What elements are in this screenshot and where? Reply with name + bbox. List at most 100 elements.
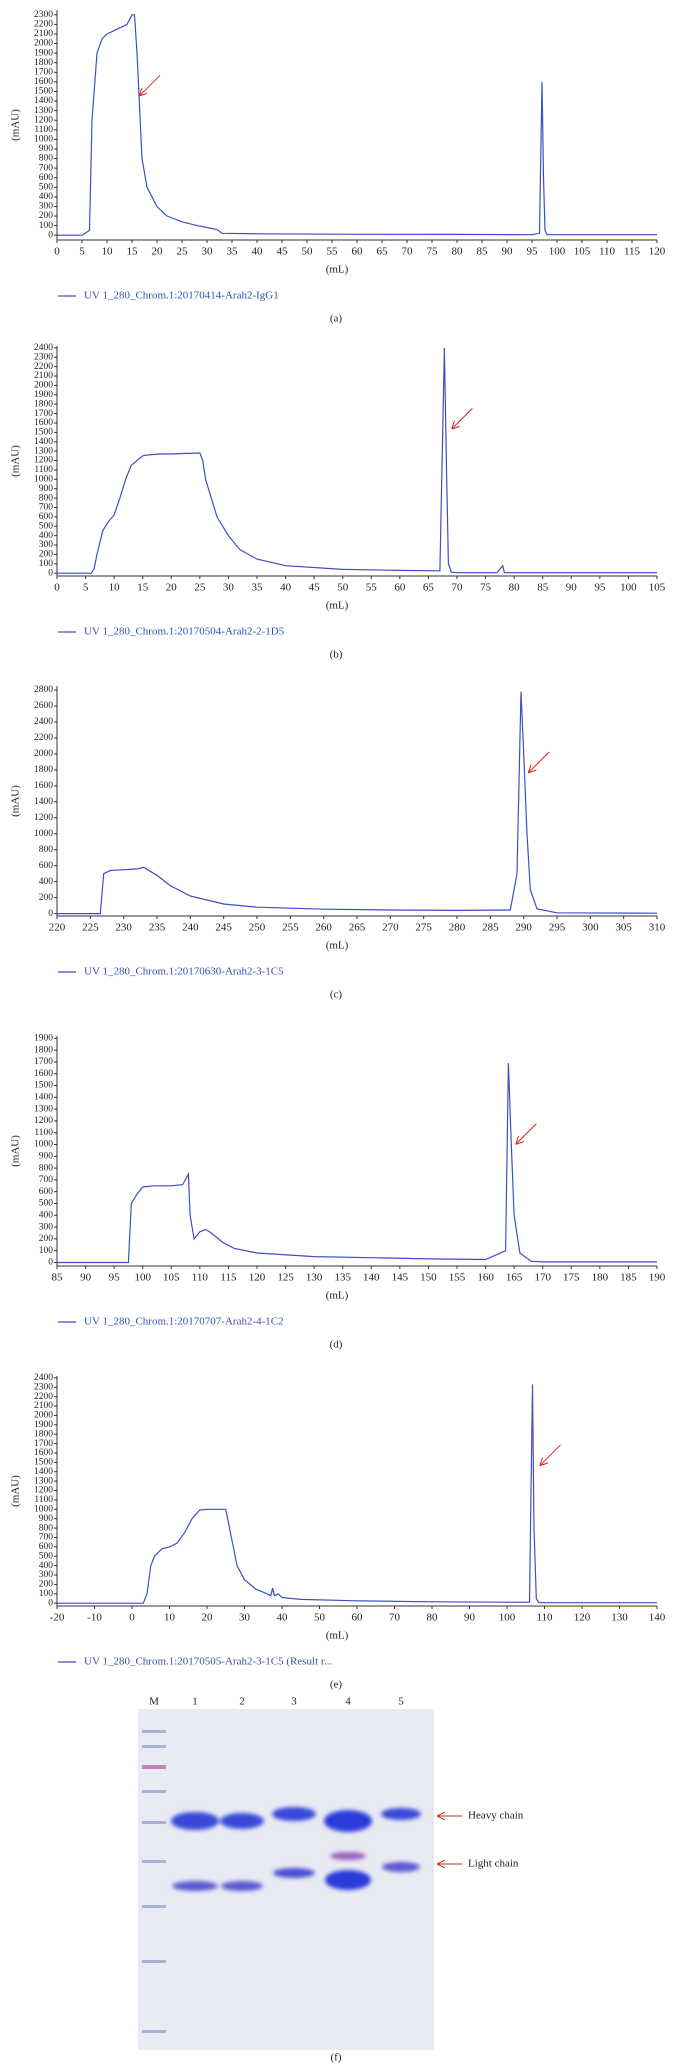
- x-tick-label: 140: [363, 1272, 380, 1284]
- x-tick-label: 140: [649, 1612, 666, 1624]
- y-tick-label: 1600: [34, 781, 53, 791]
- y-tick-label: 0: [48, 1258, 53, 1268]
- caption: (e): [330, 1679, 343, 1691]
- arrow: [452, 408, 473, 428]
- x-tick-label: 290: [515, 922, 532, 934]
- y-tick-label: 1700: [34, 67, 53, 77]
- y-tick-label: 0: [48, 909, 53, 919]
- y-tick-label: 1500: [34, 87, 53, 97]
- series-line: [57, 14, 657, 236]
- x-tick-label: 310: [649, 922, 666, 934]
- x-tick-label: 85: [537, 582, 549, 594]
- x-tick-label: 60: [352, 246, 364, 258]
- x-tick-label: 255: [282, 922, 299, 934]
- x-tick-label: 80: [452, 246, 464, 258]
- y-tick-label: 2300: [34, 10, 53, 20]
- x-tick-label: 270: [382, 922, 399, 934]
- y-tick-label: 200: [39, 550, 54, 560]
- x-tick-label: 55: [366, 582, 378, 594]
- y-tick-label: 1900: [34, 390, 53, 400]
- lane-label: M: [149, 1696, 159, 1708]
- y-tick-label: 1100: [34, 125, 53, 135]
- x-tick-label: 280: [449, 922, 466, 934]
- y-tick-label: 900: [39, 484, 54, 494]
- y-tick-label: 2000: [34, 1411, 53, 1421]
- x-tick-label: 0: [54, 246, 60, 258]
- x-tick-label: 250: [249, 922, 266, 934]
- x-tick-label: 260: [315, 922, 332, 934]
- x-tick-label: 70: [389, 1612, 401, 1624]
- y-tick-label: 600: [39, 1542, 54, 1552]
- x-tick-label: 95: [527, 246, 539, 258]
- x-tick-label: 50: [314, 1612, 326, 1624]
- gel-image: Heavy chain Light chain M 1 2 3 4 5 (f): [138, 1696, 524, 2064]
- y-tick-label: 1200: [34, 456, 53, 466]
- y-tick-label: 1700: [34, 409, 53, 419]
- y-tick-label: 1600: [34, 1448, 53, 1458]
- lane-label: 2: [239, 1696, 245, 1708]
- y-tick-label: 1500: [34, 1081, 53, 1091]
- y-tick-label: 1300: [34, 106, 53, 116]
- x-tick-label: 15: [137, 582, 149, 594]
- x-tick-label: 60: [394, 582, 406, 594]
- y-tick-label: 1500: [34, 428, 53, 438]
- x-tick-label: 135: [334, 1272, 351, 1284]
- lane-label: 4: [345, 1696, 351, 1708]
- caption: (b): [330, 649, 343, 661]
- caption: (c): [330, 989, 343, 1001]
- y-tick-label: 100: [39, 221, 54, 231]
- y-tick-label: 1800: [34, 1429, 53, 1439]
- y-tick-label: 400: [39, 192, 54, 202]
- x-tick-label: 235: [149, 922, 166, 934]
- x-tick-label: 175: [563, 1272, 580, 1284]
- x-tick-label: 95: [594, 582, 606, 594]
- x-tick-label: 240: [182, 922, 199, 934]
- x-tick-label: 275: [415, 922, 432, 934]
- x-tick-label: 165: [506, 1272, 523, 1284]
- caption: (f): [331, 2052, 342, 2064]
- marker-ladder: [142, 1730, 166, 2033]
- y-tick-label: 2100: [34, 29, 53, 39]
- x-tick-label: 120: [574, 1612, 591, 1624]
- y-tick-label: 1000: [34, 829, 53, 839]
- x-tick-label: 305: [615, 922, 632, 934]
- y-tick-label: 2000: [34, 749, 53, 759]
- series-line: [57, 347, 657, 574]
- y-tick-label: 700: [39, 163, 54, 173]
- y-tick-label: 800: [39, 1163, 54, 1173]
- y-tick-label: 100: [39, 1589, 54, 1599]
- x-tick-label: 115: [624, 246, 641, 258]
- y-tick-label: 100: [39, 1246, 54, 1256]
- y-tick-label: 2200: [34, 20, 53, 30]
- x-tick-label: 15: [127, 246, 139, 258]
- y-tick-label: 500: [39, 1551, 54, 1561]
- x-tick-label: 150: [420, 1272, 437, 1284]
- y-tick-label: 2400: [34, 343, 53, 353]
- x-tick-label: 80: [427, 1612, 439, 1624]
- caption: (d): [330, 1339, 343, 1351]
- y-tick-label: 200: [39, 893, 54, 903]
- y-tick-label: 900: [39, 1151, 54, 1161]
- y-tick-label: 1300: [34, 1476, 53, 1486]
- x-tick-label: 70: [402, 246, 414, 258]
- lane-label: 5: [398, 1696, 404, 1708]
- legend-label: UV 1_280_Chrom.1:20170504-Arah2-2-1D5: [84, 626, 285, 638]
- x-tick-label: 0: [54, 582, 60, 594]
- x-tick-label: 30: [223, 582, 235, 594]
- x-tick-label: 10: [109, 582, 121, 594]
- x-tick-label: 25: [177, 246, 189, 258]
- y-tick-label: 1400: [34, 797, 53, 807]
- y-tick-label: 300: [39, 1222, 54, 1232]
- y-tick-label: 800: [39, 493, 54, 503]
- x-tick-label: 105: [163, 1272, 180, 1284]
- y-tick-label: 400: [39, 877, 54, 887]
- x-tick-label: 115: [220, 1272, 237, 1284]
- y-tick-label: 1600: [34, 1069, 53, 1079]
- x-tick-label: 45: [309, 582, 321, 594]
- x-tick-label: 30: [202, 246, 214, 258]
- x-tick-label: 295: [549, 922, 566, 934]
- y-tick-label: 1200: [34, 115, 53, 125]
- x-tick-label: 90: [80, 1272, 92, 1284]
- y-tick-label: 0: [48, 1598, 53, 1608]
- series-line: [57, 1063, 657, 1264]
